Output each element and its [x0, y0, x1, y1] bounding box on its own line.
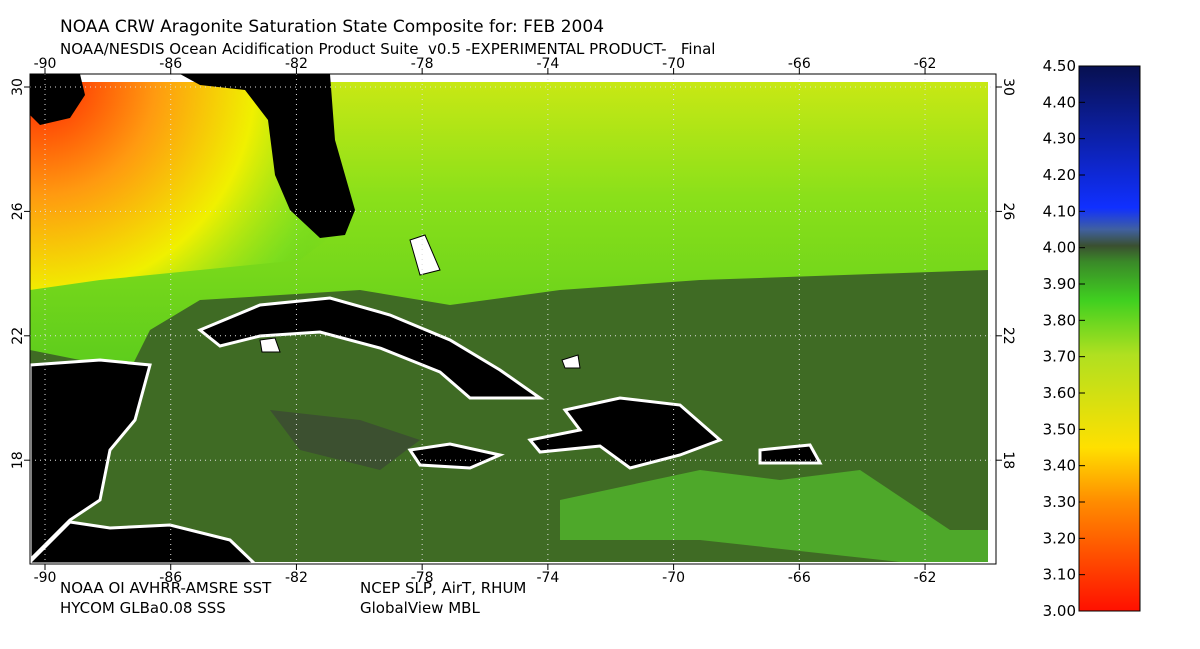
credit: HYCOM GLBa0.08 SSS [60, 599, 226, 617]
lon-label: -66 [788, 56, 811, 72]
colorbar-label: 3.90 [1043, 275, 1076, 293]
credit: GlobalView MBL [360, 599, 480, 617]
ocean-patch [560, 470, 988, 562]
colorbar-label: 4.10 [1043, 202, 1076, 220]
colorbar-label: 3.70 [1043, 348, 1076, 366]
axes: -90 -90 -86 -86 -82 -82 -78 -78 -74 -74 -70 -70 -66 -… [10, 56, 1016, 586]
credit: NCEP SLP, AirT, RHUM [360, 579, 526, 597]
colorbar-label: 3.10 [1043, 566, 1076, 584]
lon-label: -86 [159, 570, 182, 586]
ocean-patch [270, 410, 420, 470]
colorbar-label: 3.00 [1043, 602, 1076, 620]
lon-label: -74 [536, 56, 559, 72]
colorbar-axis: 3.00 3.10 3.20 3.30 3.40 3.50 3.60 3.70 3.80 3.90… [1043, 57, 1085, 620]
lon-label: -82 [285, 56, 308, 72]
lon-label: -90 [34, 570, 57, 586]
grid [30, 74, 996, 564]
lat-label: 22 [10, 327, 26, 345]
colorbar-label: 3.80 [1043, 311, 1076, 329]
lon-label: -86 [159, 56, 182, 72]
lon-label: -78 [411, 570, 434, 586]
map-frame [29, 73, 997, 565]
lat-label: 30 [10, 78, 26, 96]
credit: NOAA OI AVHRR-AMSRE SST [60, 579, 272, 597]
subtitle: NOAA/NESDIS Ocean Acidification Product … [60, 40, 715, 58]
colorbar-label: 4.40 [1043, 93, 1076, 111]
lon-label: -90 [34, 56, 57, 72]
lat-label: 22 [1000, 327, 1016, 345]
land-andros [409, 234, 441, 276]
land-isla-juventud [259, 337, 281, 353]
colorbar-label: 3.30 [1043, 493, 1076, 511]
title: NOAA CRW Aragonite Saturation State Comp… [60, 17, 604, 37]
colorbar-label: 4.20 [1043, 166, 1076, 184]
lat-label: 26 [10, 202, 26, 220]
land-hispaniola [527, 396, 723, 470]
colorbar-label: 4.30 [1043, 130, 1076, 148]
colorbar [1078, 65, 1141, 612]
colorbar-label: 3.20 [1043, 529, 1076, 547]
lat-label: 26 [1000, 202, 1016, 220]
colorbar-label: 4.00 [1043, 239, 1076, 257]
colorbar-label: 3.40 [1043, 457, 1076, 475]
land-florida [180, 74, 355, 238]
lon-label: -82 [285, 570, 308, 586]
gulf-high [30, 82, 340, 290]
colorbar-label: 4.50 [1043, 57, 1076, 75]
land-puerto-rico [758, 443, 823, 465]
lon-label: -78 [411, 56, 434, 72]
land-central-america [30, 520, 258, 564]
lon-label: -70 [662, 570, 685, 586]
map [30, 74, 996, 564]
colorbar-label: 3.60 [1043, 384, 1076, 402]
lon-label: -74 [536, 570, 559, 586]
lon-label: -70 [662, 56, 685, 72]
land-jamaica [407, 442, 505, 470]
lon-label: -62 [914, 56, 937, 72]
lat-label: 18 [1000, 451, 1016, 469]
lat-label: 18 [10, 451, 26, 469]
lat-label: 30 [1000, 78, 1016, 96]
lon-label: -62 [914, 570, 937, 586]
land-inagua [561, 354, 581, 369]
land [30, 74, 85, 125]
colorbar-label: 3.50 [1043, 420, 1076, 438]
lon-label: -66 [788, 570, 811, 586]
